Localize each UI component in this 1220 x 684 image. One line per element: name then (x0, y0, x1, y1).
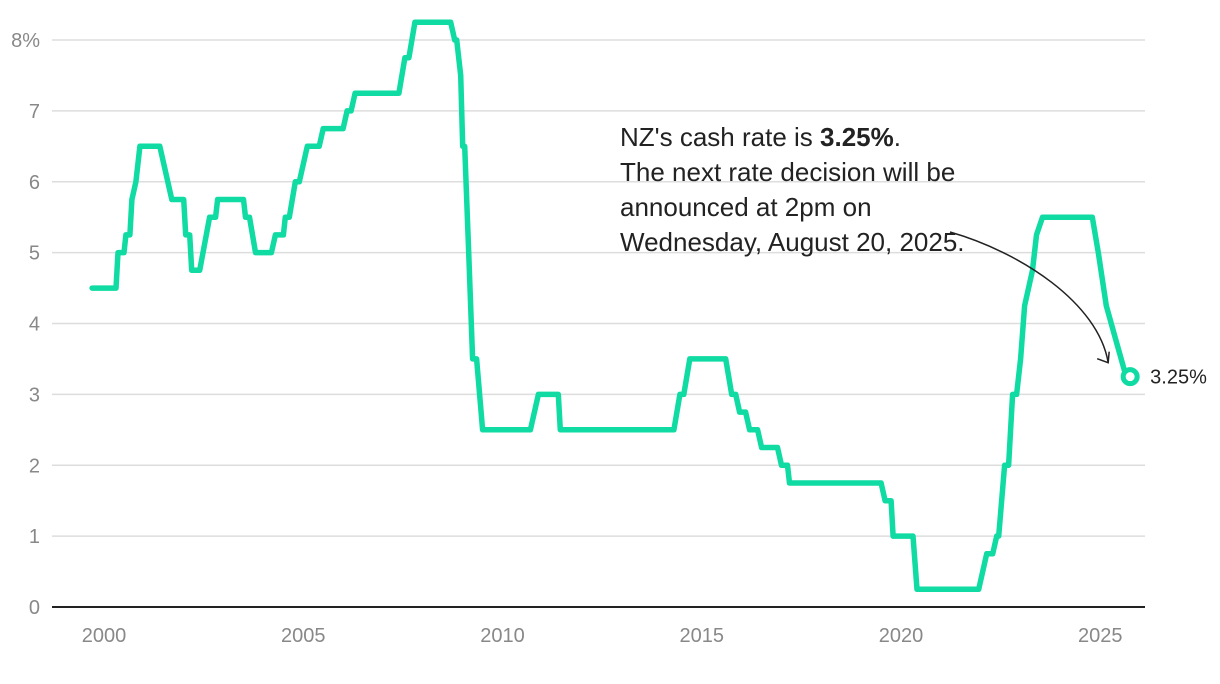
end-point-label: 3.25% (1150, 367, 1207, 389)
y-tick-label: 0 (29, 597, 40, 619)
x-tick-label: 2000 (82, 625, 127, 647)
annotation-value: 3.25% (820, 122, 894, 152)
y-tick-label: 5 (29, 243, 40, 265)
y-tick-label: 8% (11, 30, 40, 52)
y-tick-label: 2 (29, 455, 40, 477)
annotation-arrow (949, 231, 1109, 363)
annotation-after-value: . (893, 122, 901, 152)
x-tick-label: 2005 (281, 625, 326, 647)
x-tick-label: 2015 (680, 625, 725, 647)
x-tick-label: 2025 (1078, 625, 1123, 647)
x-tick-label: 2010 (480, 625, 525, 647)
y-tick-label: 6 (29, 172, 40, 194)
x-axis-ticks: 2000 2005 2010 2015 2020 2025 (82, 625, 1123, 647)
series-line (89, 19, 1133, 593)
annotation-text: NZ's cash rate is 3.25%. The next rate de… (620, 120, 980, 260)
annotation-arrowhead (1096, 351, 1110, 364)
annotation-rest: The next rate decision will be announced… (620, 157, 965, 257)
y-tick-label: 4 (29, 314, 40, 336)
y-tick-label: 7 (29, 101, 40, 123)
end-point-marker (1120, 367, 1140, 387)
annotation-lead: NZ's cash rate is (620, 122, 821, 152)
y-tick-label: 1 (29, 526, 40, 548)
gridlines (52, 39, 1145, 537)
y-axis-ticks: 0 1 2 3 4 5 6 7 8% (11, 30, 40, 619)
y-tick-label: 3 (29, 384, 40, 406)
x-tick-label: 2020 (879, 625, 924, 647)
